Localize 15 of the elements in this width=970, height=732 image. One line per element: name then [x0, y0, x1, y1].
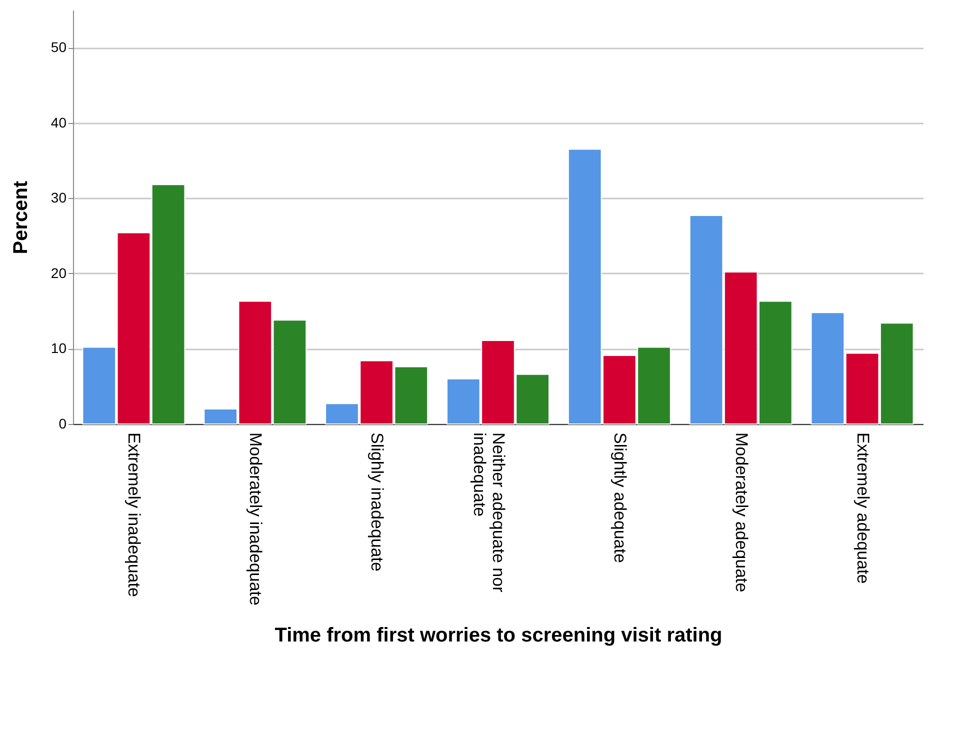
x-tick-label: Extremely inadequate — [124, 432, 144, 597]
y-tick-label: 0 — [58, 416, 67, 432]
x-tick-label: Neither adequate nor inadequate — [470, 432, 508, 593]
y-tick-label: 30 — [50, 190, 67, 206]
y-axis-title: Percent — [10, 180, 32, 254]
y-tick-label: 40 — [50, 114, 67, 130]
y-tick-label: 10 — [50, 340, 67, 356]
x-tick-label: Moderately inadequate — [246, 432, 266, 606]
x-axis-title: Time from first worries to screening visit rating — [274, 624, 722, 646]
y-tick-label: 20 — [50, 264, 67, 281]
x-tick-label: Slighly inadequate — [368, 432, 387, 572]
x-tick-label: Extremely adequate — [853, 432, 872, 584]
y-tick-label: 50 — [50, 39, 67, 56]
x-tick-label: Moderately adequate — [732, 432, 751, 592]
x-tick-label: Slightly adequate — [610, 432, 630, 563]
